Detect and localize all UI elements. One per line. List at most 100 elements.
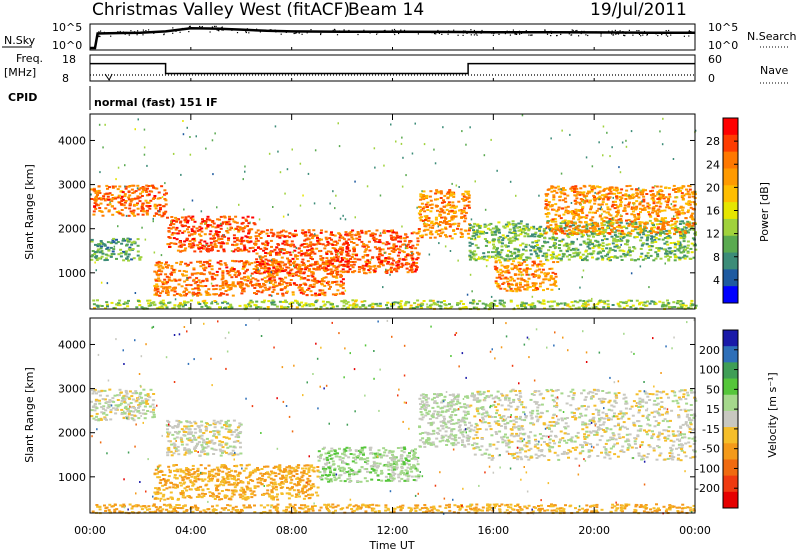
power-cell (363, 268, 366, 270)
power-cell (592, 247, 595, 249)
power-cell (663, 210, 666, 212)
power-cell (642, 242, 645, 244)
power-cell (192, 267, 195, 269)
power-cell (281, 261, 284, 263)
power-cell (520, 304, 523, 306)
power-cell (620, 220, 623, 222)
power-cell (285, 266, 288, 268)
power-cell (679, 231, 682, 233)
power-cell (415, 262, 418, 264)
nsky-point (584, 31, 585, 32)
power-cell (379, 235, 382, 237)
power-cell (114, 186, 117, 188)
power-cell (191, 230, 194, 232)
power-cell (600, 222, 603, 224)
power-cell (450, 306, 453, 308)
power-cell (428, 217, 431, 219)
power-cell (654, 195, 657, 197)
power-cell (584, 200, 587, 202)
power-cell (390, 237, 393, 239)
power-cell (111, 205, 114, 207)
power-cell (417, 240, 420, 242)
power-cell (547, 249, 550, 251)
power-cell (506, 235, 509, 237)
nsky-point (601, 33, 602, 34)
power-cell (615, 190, 618, 192)
power-cell (184, 263, 187, 265)
power-cell (523, 261, 526, 263)
power-cell (262, 301, 265, 303)
power-cell (472, 235, 475, 237)
beam-label: Beam 14 (348, 0, 424, 20)
power-cell (174, 287, 177, 289)
power-cell (547, 301, 550, 303)
power-cell (448, 211, 451, 213)
power-cell (620, 201, 623, 203)
power-cell (562, 199, 565, 201)
power-cell (684, 232, 687, 234)
power-cell (235, 244, 238, 246)
power-cell (94, 197, 97, 199)
power-cell (242, 266, 245, 268)
power-cell (552, 251, 555, 253)
power-cell (690, 207, 693, 209)
power-cell (665, 241, 668, 243)
nsky-point (353, 31, 354, 32)
power-cell (498, 259, 501, 261)
power-cell (208, 219, 211, 221)
power-cell (350, 236, 353, 238)
power-cell (128, 194, 131, 196)
power-cell (620, 222, 623, 224)
power-cell (589, 241, 592, 243)
power-cell (601, 259, 604, 261)
power-cell (336, 305, 339, 307)
power-cell (598, 247, 601, 249)
power-cell (469, 245, 472, 247)
power-cell (290, 279, 293, 281)
power-cell (254, 249, 257, 251)
power-cell (270, 240, 273, 242)
power-cell (683, 235, 686, 237)
power-cell (139, 200, 142, 202)
power-cell (168, 246, 171, 248)
power-cell (284, 244, 287, 246)
power-cell (304, 234, 307, 236)
power-cell (625, 213, 628, 215)
power-cell (274, 281, 277, 283)
power-scatter-cell (383, 165, 385, 167)
nsky-point (513, 30, 514, 31)
power-cell (167, 294, 170, 296)
power-cell (539, 226, 542, 228)
power-cell (492, 227, 495, 229)
power-cell (667, 221, 670, 223)
power-scatter-cell (671, 203, 673, 205)
power-cell (126, 302, 129, 304)
power-cell (533, 306, 536, 308)
power-cell (392, 260, 395, 262)
power-cell (592, 230, 595, 232)
power-cell (109, 203, 112, 205)
power-cell (312, 304, 315, 306)
power-cell (249, 302, 252, 304)
power-cell (671, 209, 674, 211)
power-cell (403, 237, 406, 239)
power-cell (234, 216, 237, 218)
power-cell (426, 209, 429, 211)
power-cell (578, 230, 581, 232)
power-cell (370, 235, 373, 237)
power-cell (157, 262, 160, 264)
power-cell (454, 223, 457, 225)
power-cell (549, 224, 552, 226)
power-cell (602, 231, 605, 233)
power-cell (542, 300, 545, 302)
power-cell (649, 190, 652, 192)
power-cell (264, 252, 267, 254)
power-cell (576, 210, 579, 212)
power-cell (657, 215, 660, 217)
power-cell (554, 221, 557, 223)
power-cell (312, 229, 315, 231)
power-cell (242, 227, 245, 229)
power-cell (530, 253, 533, 255)
power-cell (519, 290, 522, 292)
power-cell (307, 275, 310, 277)
